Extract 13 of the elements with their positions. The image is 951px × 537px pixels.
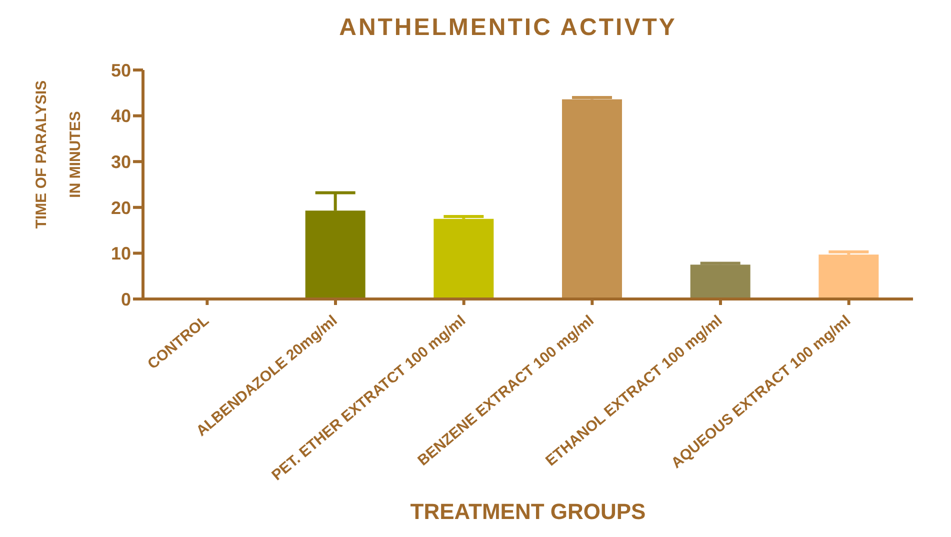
y-tick-label: 40	[110, 106, 131, 126]
y-tick-label: 20	[110, 198, 131, 218]
bar	[818, 254, 879, 299]
y-tick-label: 50	[110, 60, 131, 80]
bar	[690, 264, 750, 299]
chart-title: ANTHELMENTIC ACTIVTY	[338, 14, 678, 42]
y-tick-label: 0	[120, 289, 131, 310]
bar	[562, 99, 622, 299]
y-tick-label: 30	[110, 152, 131, 172]
y-axis-title: TIME OF PARALYSIS IN MINUTES	[33, 80, 84, 229]
bar	[434, 218, 494, 299]
x-axis-title: TREATMENT GROUPS	[410, 499, 646, 524]
y-tick-label: 10	[110, 244, 131, 264]
